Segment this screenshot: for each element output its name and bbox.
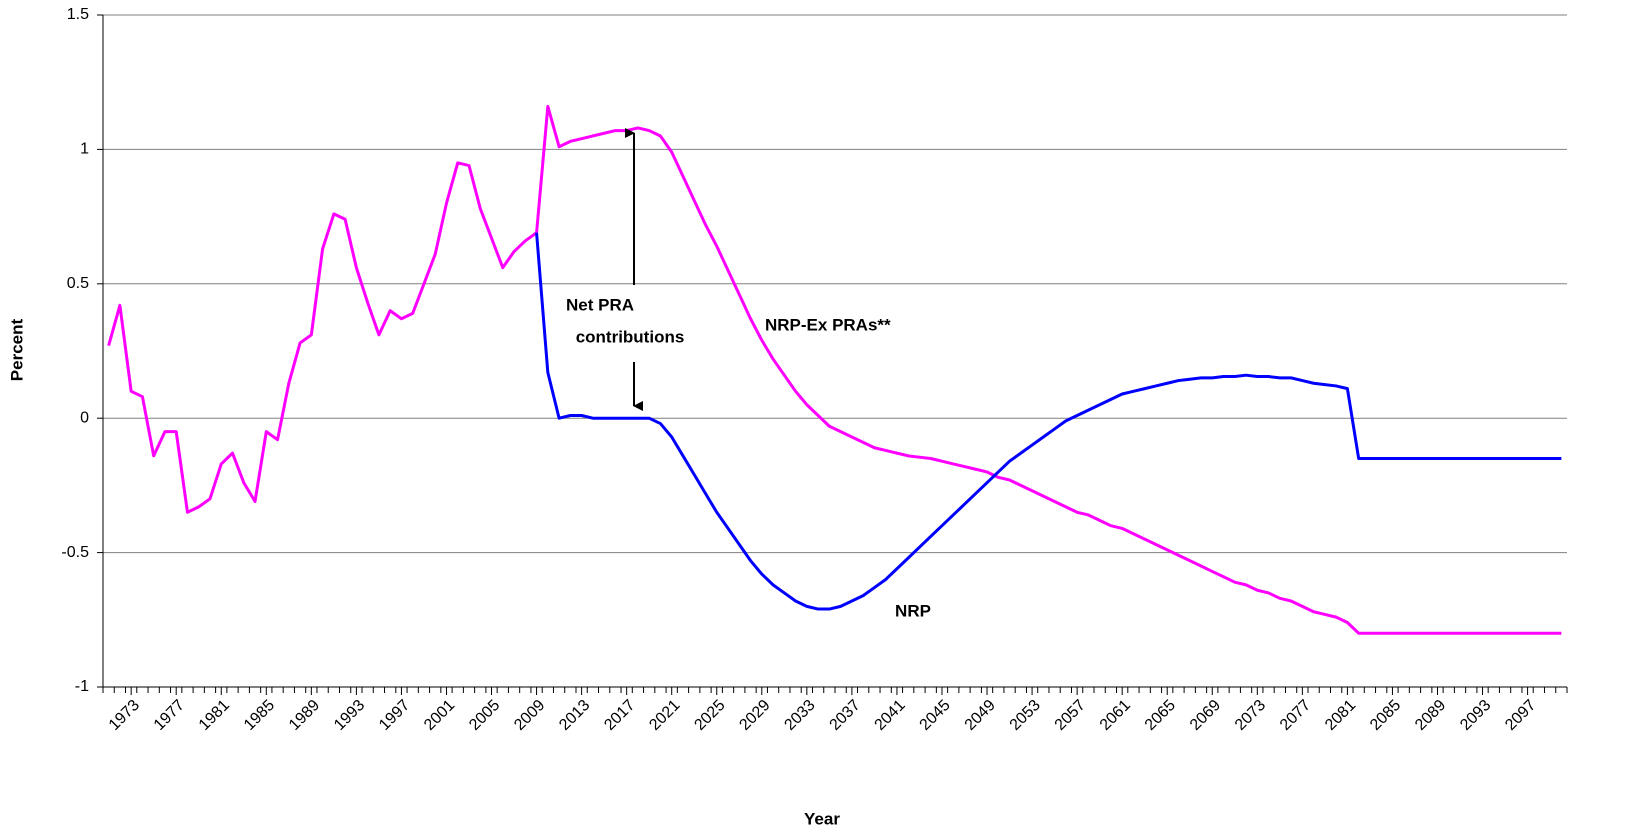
x-tick-label: 2061 <box>1097 697 1134 734</box>
annotation: NRP-Ex PRAs** <box>765 315 891 334</box>
x-tick-label: 2065 <box>1142 697 1179 734</box>
x-tick-label: 2081 <box>1322 697 1359 734</box>
annotation: Net PRA <box>566 295 634 314</box>
x-tick-label: 2089 <box>1412 697 1449 734</box>
x-tick-label: 2085 <box>1367 697 1404 734</box>
x-tick-label: 2013 <box>556 697 593 734</box>
x-tick-label: 2045 <box>917 697 954 734</box>
x-tick-label: 2073 <box>1232 697 1269 734</box>
x-tick-label: 2093 <box>1457 697 1494 734</box>
y-tick-label: 0 <box>80 409 89 426</box>
x-tick-label: 2017 <box>601 697 638 734</box>
x-tick-label: 2069 <box>1187 697 1224 734</box>
x-tick-label: 1993 <box>331 697 368 734</box>
x-tick-label: 2021 <box>646 697 683 734</box>
series-line <box>535 232 1562 611</box>
x-tick-label: 1973 <box>106 697 143 734</box>
y-tick-label: 1 <box>80 141 89 158</box>
x-tick-label: 1989 <box>286 697 323 734</box>
annotation: contributions <box>576 327 685 346</box>
y-tick-label: 0.5 <box>67 275 89 292</box>
x-tick-label: 2041 <box>872 697 909 734</box>
x-tick-label: 1997 <box>376 697 413 734</box>
x-tick-label: 2049 <box>962 697 999 734</box>
x-tick-label: 1977 <box>151 697 188 734</box>
y-tick-label: -1 <box>75 678 89 695</box>
y-tick-label: 1.5 <box>67 6 89 23</box>
x-tick-label: 2037 <box>827 697 864 734</box>
x-tick-label: 2057 <box>1052 697 1089 734</box>
x-tick-label: 2053 <box>1007 697 1044 734</box>
x-tick-label: 2001 <box>421 697 458 734</box>
x-tick-label: 2029 <box>736 697 773 734</box>
x-tick-label: 1981 <box>196 697 233 734</box>
x-tick-label: 1985 <box>241 697 278 734</box>
x-tick-label: 2077 <box>1277 697 1314 734</box>
x-tick-label: 2025 <box>691 697 728 734</box>
x-tick-label: 2005 <box>466 697 503 734</box>
x-axis-title: Year <box>804 809 840 828</box>
series-line <box>107 104 1562 635</box>
x-tick-label: 2097 <box>1502 697 1539 734</box>
y-axis-title: Percent <box>7 318 26 381</box>
lines <box>107 104 1562 635</box>
annotation: NRP <box>895 601 931 620</box>
x-tick-label: 2009 <box>511 697 548 734</box>
y-tick-label: -0.5 <box>61 544 89 561</box>
grid <box>97 14 1568 695</box>
x-tick-label: 2033 <box>781 697 818 734</box>
